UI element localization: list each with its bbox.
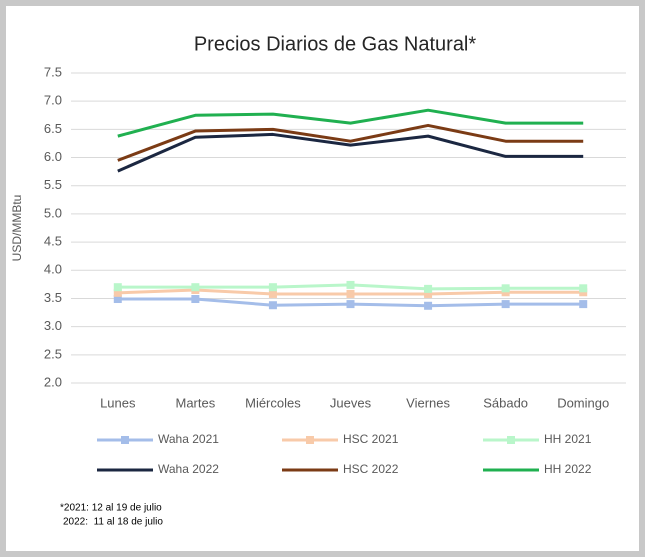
x-tick-label: Viernes xyxy=(406,395,450,410)
legend-marker xyxy=(121,436,129,444)
legend-marker xyxy=(306,436,314,444)
y-axis-label: USD/MMBtu xyxy=(10,195,24,262)
y-tick-label: 2.5 xyxy=(44,346,62,361)
point-marker xyxy=(191,283,200,292)
point-marker xyxy=(579,284,588,293)
x-tick-label: Lunes xyxy=(100,395,136,410)
point-marker xyxy=(424,289,433,298)
y-tick-label: 7.5 xyxy=(44,64,62,79)
point-marker xyxy=(268,301,277,310)
point-marker xyxy=(113,295,122,304)
legend-label: HH 2022 xyxy=(544,462,592,476)
chart-title: Precios Diarios de Gas Natural* xyxy=(194,33,477,55)
point-marker xyxy=(113,283,122,292)
point-marker xyxy=(501,284,510,293)
point-marker xyxy=(113,288,122,297)
x-tick-label: Domingo xyxy=(557,395,609,410)
point-marker xyxy=(579,300,588,309)
point-marker xyxy=(501,300,510,309)
y-tick-label: 2.0 xyxy=(44,374,62,389)
point-marker xyxy=(268,283,277,292)
point-marker xyxy=(424,301,433,310)
y-tick-label: 5.5 xyxy=(44,177,62,192)
series-line xyxy=(117,123,584,162)
y-tick-label: 6.5 xyxy=(44,121,62,136)
point-marker xyxy=(346,300,355,309)
x-tick-label: Miércoles xyxy=(245,395,301,410)
legend-label: HSC 2021 xyxy=(343,432,399,446)
legend-label: HH 2021 xyxy=(544,432,592,446)
point-marker xyxy=(268,289,277,298)
point-marker xyxy=(346,280,355,289)
legend-label: Waha 2021 xyxy=(158,432,219,446)
y-tick-label: 3.0 xyxy=(44,318,62,333)
point-marker xyxy=(346,289,355,298)
footnote: 2022: 11 al 18 de julio xyxy=(63,517,163,528)
series-line xyxy=(117,132,584,173)
x-tick-label: Sábado xyxy=(483,395,528,410)
point-marker xyxy=(424,284,433,293)
y-tick-label: 3.5 xyxy=(44,290,62,305)
y-tick-label: 4.0 xyxy=(44,262,62,277)
y-tick-label: 4.5 xyxy=(44,234,62,249)
legend-marker xyxy=(507,436,515,444)
footnote: *2021: 12 al 19 de julio xyxy=(60,503,162,514)
legend-label: Waha 2022 xyxy=(158,462,219,476)
x-tick-label: Martes xyxy=(175,395,215,410)
x-tick-label: Jueves xyxy=(330,395,372,410)
point-marker xyxy=(191,295,200,304)
series-line xyxy=(117,108,584,138)
y-tick-label: 6.0 xyxy=(44,149,62,164)
legend-label: HSC 2022 xyxy=(343,462,399,476)
y-tick-label: 5.0 xyxy=(44,205,62,220)
y-tick-label: 7.0 xyxy=(44,93,62,108)
